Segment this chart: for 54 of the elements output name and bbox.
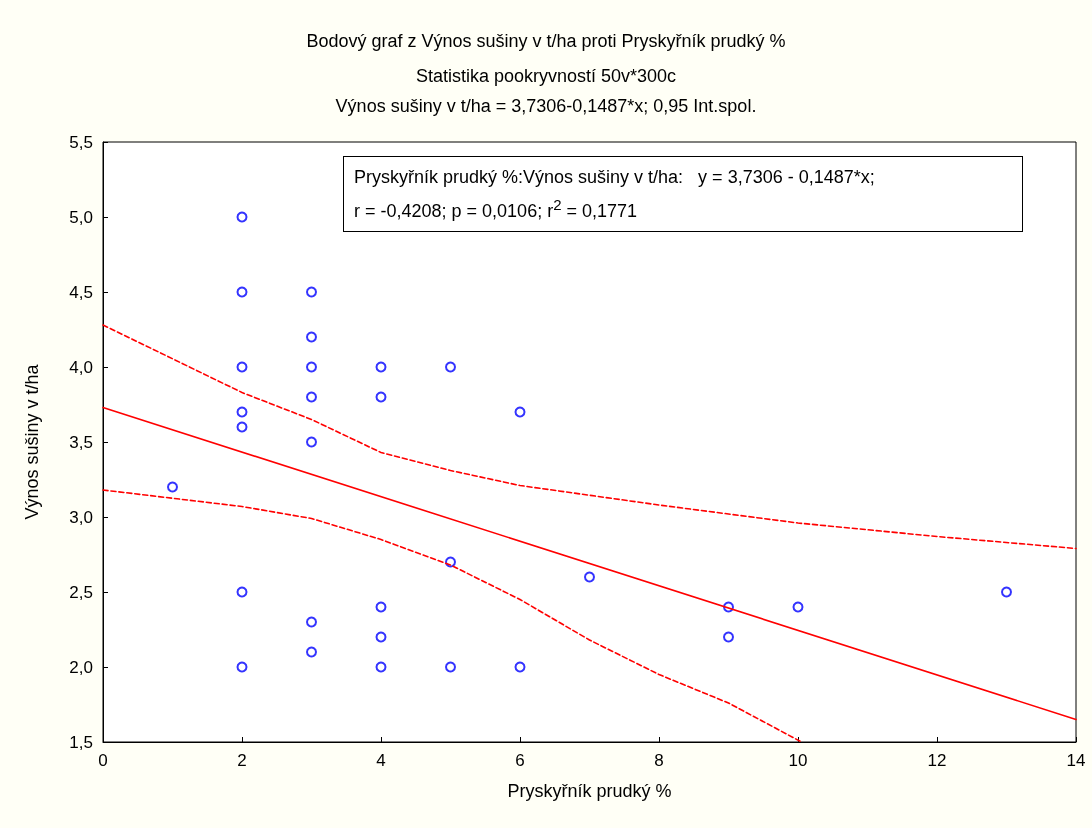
annotation: r = -0,4208; p = 0,0106; r$^{2}$ = 0,1771	[354, 195, 639, 223]
x-tick-label: 8	[654, 751, 664, 770]
point	[306, 616, 317, 628]
line-series	[102, 489, 803, 743]
point	[306, 436, 317, 448]
x-tick-label: 6	[515, 751, 525, 770]
y-tick-label: 5,0	[69, 207, 93, 227]
y-tick-label: 4,5	[69, 282, 93, 302]
point	[445, 361, 456, 373]
point	[236, 586, 248, 598]
y-tick-label: 2,0	[69, 657, 93, 677]
point	[236, 406, 248, 418]
line-series	[102, 324, 1077, 550]
x-tick-label: 14	[1066, 751, 1086, 770]
point	[167, 481, 178, 493]
point	[236, 661, 248, 673]
point	[375, 631, 387, 643]
point	[375, 661, 387, 673]
point	[584, 571, 595, 583]
x-tick-label: 10	[788, 751, 808, 770]
y-tick-label: 3,5	[69, 432, 93, 452]
y-tick-label: 4,0	[69, 357, 93, 377]
point	[375, 601, 387, 613]
point	[514, 661, 526, 673]
annotation: Pryskyřník prudký %:Výnos sušiny v t/ha: y = 3,7306 - 0,1487*x;	[354, 166, 876, 189]
point	[306, 286, 317, 298]
point	[375, 361, 387, 373]
note-box: Pryskyřník prudký %:Výnos sušiny v t/ha: y = 3,7306 - 0,1487*x; r = -0,4208; p = 0,0106; r$^{2}$ = 0,1771	[343, 156, 1023, 232]
point	[236, 421, 248, 433]
chart-title: Bodový graf z Výnos sušiny v t/ha proti Pryskyřník prudký %	[306, 31, 786, 51]
y-tick-label: 1,5	[69, 732, 93, 752]
point	[306, 361, 317, 373]
y-tick-label: 3,0	[69, 507, 93, 527]
y-tick-label: 2,5	[69, 582, 93, 602]
x-tick-label: 0	[98, 751, 108, 770]
x-tick-label: 12	[927, 751, 947, 770]
point	[236, 361, 248, 373]
y-tick-label: 5,5	[69, 132, 93, 152]
point	[236, 286, 248, 298]
x-tick-label: 2	[237, 751, 247, 770]
point	[306, 646, 317, 658]
point	[514, 406, 526, 418]
x-tick-label: 4	[376, 751, 386, 770]
point	[792, 601, 804, 613]
point	[375, 391, 387, 403]
point	[306, 391, 317, 403]
chart-subtitle: Statistika pookryvností 50v*300c Výnos sušiny v t/ha = 3,7306-0,1487*x; 0,95 Int.spol.	[335, 66, 757, 116]
y-axis-title: Výnos sušiny v t/ha	[22, 363, 42, 520]
point	[1001, 586, 1012, 598]
point	[445, 661, 456, 673]
point	[236, 211, 248, 223]
point	[723, 631, 734, 643]
x-axis-title: Pryskyřník prudký %	[507, 781, 672, 801]
point	[306, 331, 317, 343]
